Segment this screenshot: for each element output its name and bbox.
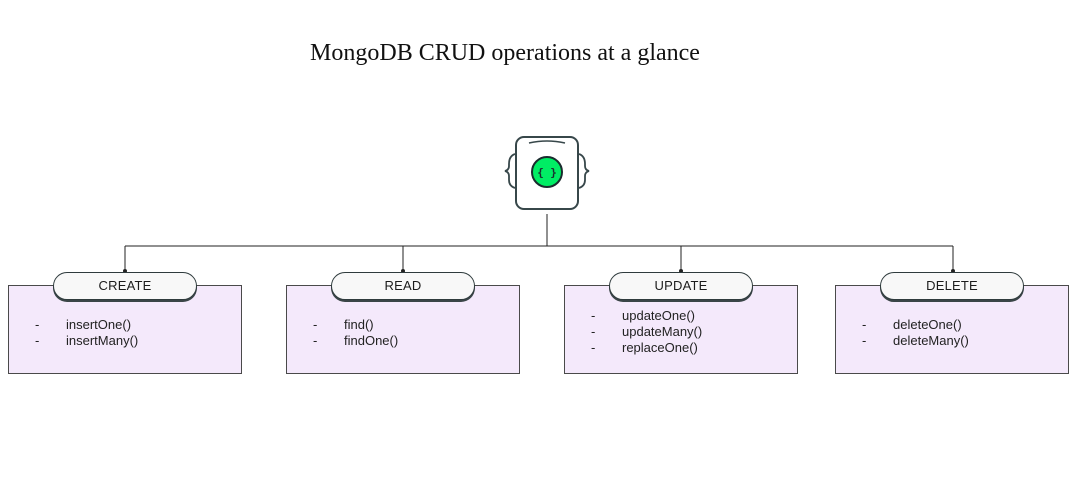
delete-method-list: deleteOne() deleteMany() bbox=[862, 317, 969, 349]
create-label: CREATE bbox=[53, 272, 197, 300]
list-item: updateMany() bbox=[591, 324, 702, 340]
delete-label: DELETE bbox=[880, 272, 1024, 300]
list-item: deleteOne() bbox=[862, 317, 969, 333]
list-item: insertOne() bbox=[35, 317, 138, 333]
list-item: insertMany() bbox=[35, 333, 138, 349]
document-braces-icon: { } bbox=[503, 134, 591, 214]
svg-text:{ }: { } bbox=[537, 166, 557, 179]
list-item: findOne() bbox=[313, 333, 398, 349]
diagram-title: MongoDB CRUD operations at a glance bbox=[310, 40, 700, 66]
list-item: updateOne() bbox=[591, 308, 702, 324]
read-label: READ bbox=[331, 272, 475, 300]
read-method-list: find() findOne() bbox=[313, 317, 398, 349]
list-item: deleteMany() bbox=[862, 333, 969, 349]
update-method-list: updateOne() updateMany() replaceOne() bbox=[591, 308, 702, 356]
list-item: find() bbox=[313, 317, 398, 333]
list-item: replaceOne() bbox=[591, 340, 702, 356]
update-label: UPDATE bbox=[609, 272, 753, 300]
create-method-list: insertOne() insertMany() bbox=[35, 317, 138, 349]
